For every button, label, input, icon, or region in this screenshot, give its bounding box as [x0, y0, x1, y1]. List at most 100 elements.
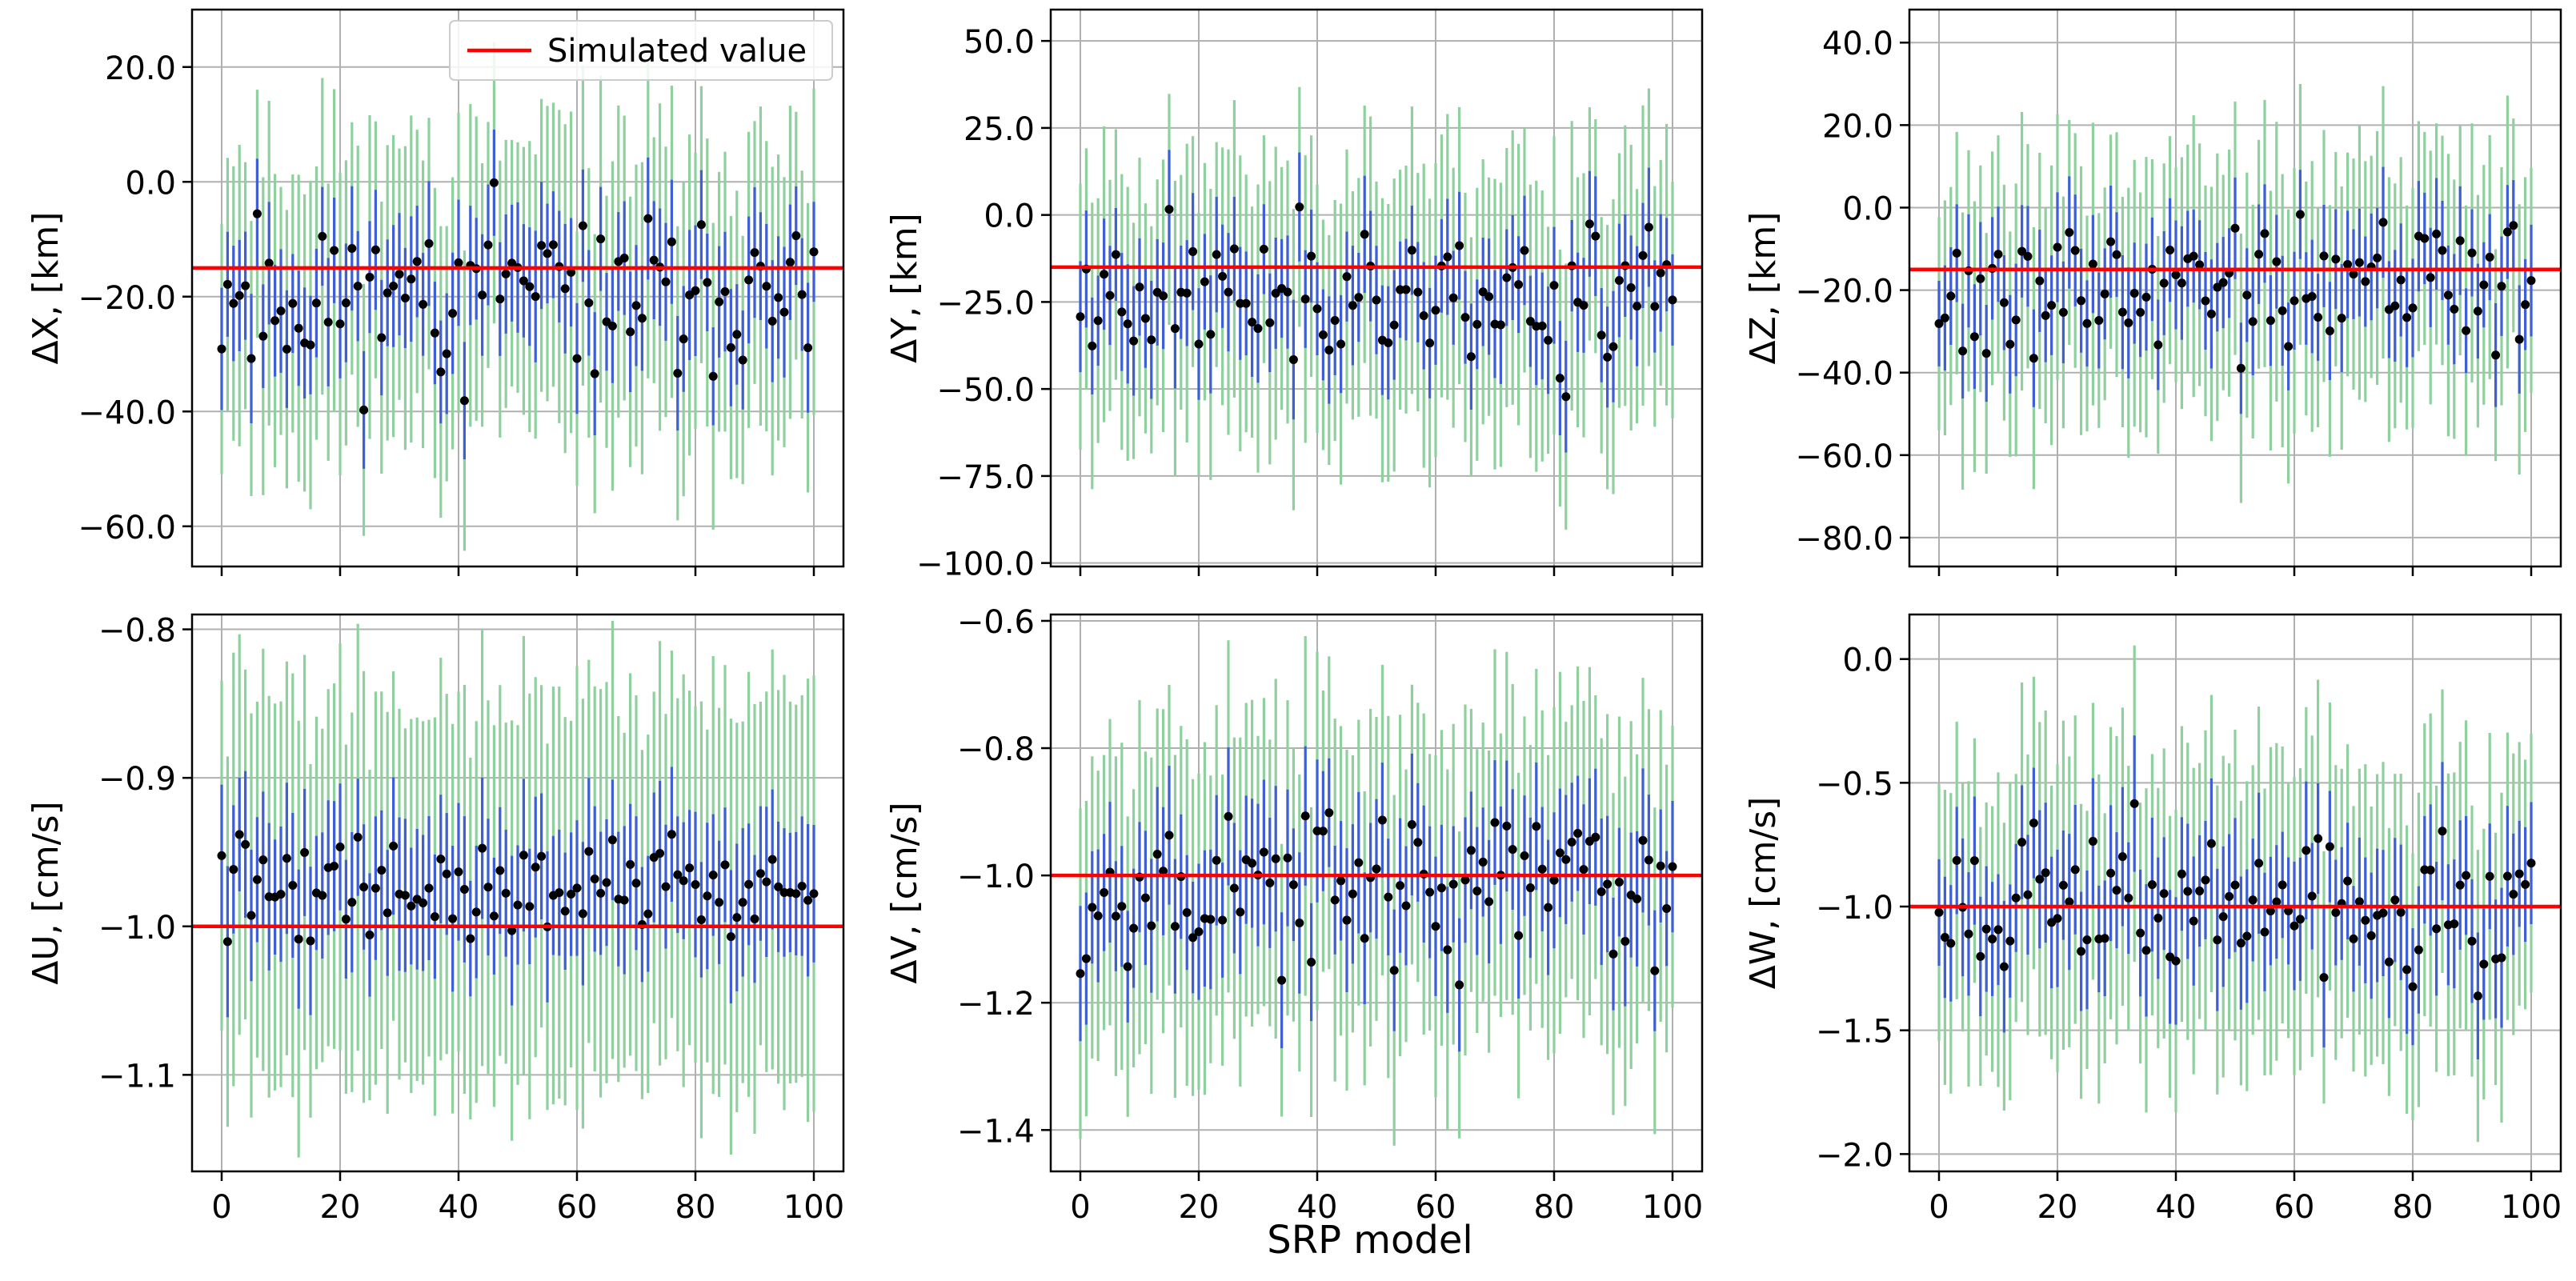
data-point	[330, 862, 339, 871]
data-point	[2278, 306, 2287, 315]
data-point	[501, 888, 511, 898]
axes-frame	[1049, 613, 1704, 1173]
data-point	[1431, 306, 1440, 315]
data-point	[2325, 326, 2334, 336]
data-point	[1076, 312, 1085, 322]
data-point	[2100, 934, 2109, 943]
data-point	[1129, 336, 1139, 346]
data-point	[371, 883, 380, 893]
data-point	[1283, 287, 1292, 297]
data-point	[1579, 865, 1588, 875]
data-point	[1425, 887, 1435, 897]
data-point	[2432, 924, 2442, 934]
data-point	[2011, 893, 2021, 903]
data-point	[631, 879, 641, 888]
data-point	[1596, 887, 1606, 896]
data-point	[2366, 931, 2376, 940]
data-point	[791, 231, 801, 241]
data-point	[1259, 847, 1268, 857]
data-point	[1300, 811, 1310, 821]
data-point	[2378, 218, 2388, 227]
data-point	[1608, 949, 1618, 959]
data-point	[1123, 962, 1132, 971]
data-point	[691, 286, 700, 295]
data-point	[383, 908, 392, 918]
data-point	[489, 911, 499, 921]
y-axis-label: ΔZ, [km]	[1743, 212, 1784, 365]
data-point	[1940, 932, 1949, 942]
data-point	[2278, 880, 2287, 890]
data-point	[696, 915, 706, 925]
data-point	[1081, 954, 1091, 963]
data-point	[229, 865, 238, 875]
x-tick-label: 20	[1179, 1189, 1220, 1226]
data-point	[703, 278, 712, 287]
data-point	[1419, 311, 1428, 321]
data-point	[519, 276, 528, 286]
y-tick-label: 20.0	[1822, 108, 1893, 145]
data-point	[1431, 922, 1440, 931]
data-point	[1537, 321, 1547, 330]
data-point	[1567, 837, 1576, 847]
data-point	[661, 882, 671, 891]
data-point	[2206, 839, 2216, 848]
data-point	[288, 880, 298, 890]
data-point	[294, 323, 303, 333]
y-tick-label: −1.0	[1816, 890, 1893, 927]
y-tick-label: −0.8	[98, 613, 176, 650]
data-point	[685, 863, 695, 873]
data-point	[2201, 875, 2210, 885]
data-point	[2106, 237, 2116, 246]
data-point	[1372, 864, 1381, 874]
data-point	[2218, 912, 2228, 922]
data-point	[2491, 350, 2501, 360]
data-point	[2354, 258, 2364, 267]
data-point	[2112, 250, 2121, 259]
y-tick-label: −0.8	[957, 731, 1035, 768]
data-point	[1164, 831, 1174, 840]
data-point	[495, 866, 505, 875]
data-point	[1200, 277, 1209, 286]
data-point	[2343, 259, 2353, 269]
data-point	[1401, 901, 1411, 911]
data-point	[643, 214, 653, 223]
data-point	[1460, 313, 1470, 322]
data-point	[1407, 819, 1416, 829]
data-point	[720, 860, 730, 870]
data-point	[2479, 280, 2489, 290]
data-point	[234, 290, 244, 300]
data-point	[750, 248, 759, 258]
data-point	[572, 883, 582, 893]
data-point	[715, 297, 724, 306]
data-point	[1514, 931, 1524, 940]
data-point	[2420, 234, 2430, 243]
data-point	[2378, 908, 2388, 918]
data-point	[2117, 307, 2127, 317]
data-point	[1591, 832, 1600, 842]
data-point	[2272, 257, 2282, 266]
data-point	[1472, 319, 1482, 329]
data-point	[2260, 927, 2270, 937]
shared-x-axis-label: SRP model	[1267, 1218, 1472, 1263]
data-point	[1644, 855, 1653, 865]
data-point	[1455, 241, 1464, 250]
data-point	[2112, 886, 2121, 895]
data-point	[2266, 316, 2275, 326]
data-point	[626, 859, 635, 869]
data-point	[1952, 855, 1961, 865]
data-point	[2302, 846, 2311, 855]
data-point	[2005, 936, 2015, 946]
data-point	[1478, 287, 1488, 297]
data-point	[744, 879, 754, 889]
data-point	[513, 900, 523, 910]
axes-frame	[190, 613, 845, 1173]
data-point	[590, 875, 599, 884]
data-point	[2082, 935, 2092, 945]
data-point	[1644, 222, 1653, 232]
data-point	[732, 330, 742, 339]
data-point	[1952, 248, 1961, 258]
data-point	[2165, 246, 2175, 255]
data-point	[2384, 957, 2394, 967]
data-point	[2195, 260, 2205, 270]
data-point	[270, 316, 280, 326]
